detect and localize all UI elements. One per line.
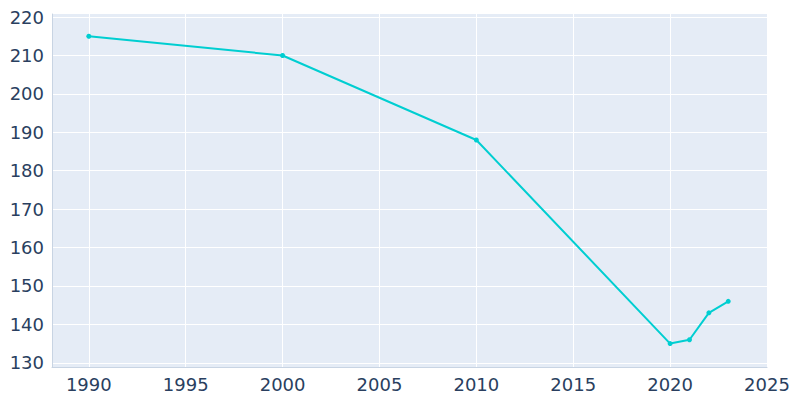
svg-text:210: 210 [10, 45, 44, 66]
svg-text:140: 140 [10, 314, 44, 335]
svg-text:1995: 1995 [163, 374, 209, 395]
svg-text:2025: 2025 [744, 374, 790, 395]
svg-text:150: 150 [10, 275, 44, 296]
svg-text:130: 130 [10, 352, 44, 373]
svg-text:2005: 2005 [357, 374, 403, 395]
svg-text:1990: 1990 [66, 374, 112, 395]
svg-text:200: 200 [10, 83, 44, 104]
svg-text:160: 160 [10, 237, 44, 258]
svg-text:170: 170 [10, 199, 44, 220]
svg-text:180: 180 [10, 160, 44, 181]
svg-text:2010: 2010 [453, 374, 499, 395]
svg-text:2015: 2015 [550, 374, 596, 395]
svg-text:220: 220 [10, 7, 44, 28]
svg-text:2000: 2000 [260, 374, 306, 395]
svg-text:2020: 2020 [647, 374, 693, 395]
svg-text:190: 190 [10, 122, 44, 143]
